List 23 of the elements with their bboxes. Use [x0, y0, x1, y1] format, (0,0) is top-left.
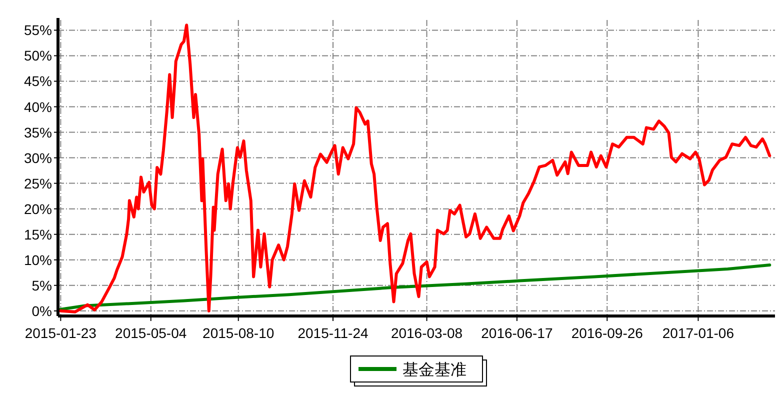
y-tick-label: 50%: [24, 48, 52, 64]
y-tick-label: 30%: [24, 150, 52, 166]
y-tick-label: 20%: [24, 200, 52, 217]
y-tick-label: 10%: [24, 252, 52, 268]
x-tick-label: 2015-01-23: [24, 325, 97, 341]
line-series: [59, 24, 772, 314]
x-tick-label: 2015-05-04: [115, 325, 187, 341]
x-tick-label: 2015-08-10: [202, 325, 274, 341]
y-tick-label: 55%: [24, 22, 52, 38]
legend-label: 基金基准: [402, 361, 466, 379]
y-tick-label: 15%: [24, 226, 52, 242]
y-tick-label: 25%: [24, 175, 52, 192]
y-tick-label: 0%: [32, 302, 52, 319]
x-tick-label: 2015-11-24: [298, 325, 369, 341]
x-tick-label: 2016-06-17: [481, 325, 553, 341]
y-tick-label: 35%: [24, 124, 52, 140]
x-tick-label: 2016-09-26: [571, 325, 644, 341]
y-tick-label: 40%: [24, 98, 52, 115]
y-tick-label: 45%: [24, 73, 52, 90]
x-tick-label: 2016-03-08: [390, 325, 463, 341]
x-tick-label: 2017-01-06: [662, 325, 734, 341]
line-series: [59, 263, 772, 311]
y-tick-label: 5%: [32, 277, 52, 294]
